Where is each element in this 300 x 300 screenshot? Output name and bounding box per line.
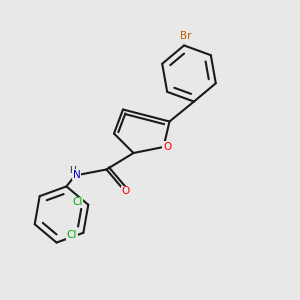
Text: O: O	[121, 186, 130, 197]
Text: Br: Br	[180, 32, 191, 41]
Text: O: O	[163, 142, 171, 152]
Text: H: H	[69, 166, 75, 175]
Text: Cl: Cl	[67, 230, 77, 240]
Text: N: N	[73, 169, 80, 180]
Text: Cl: Cl	[73, 197, 83, 207]
